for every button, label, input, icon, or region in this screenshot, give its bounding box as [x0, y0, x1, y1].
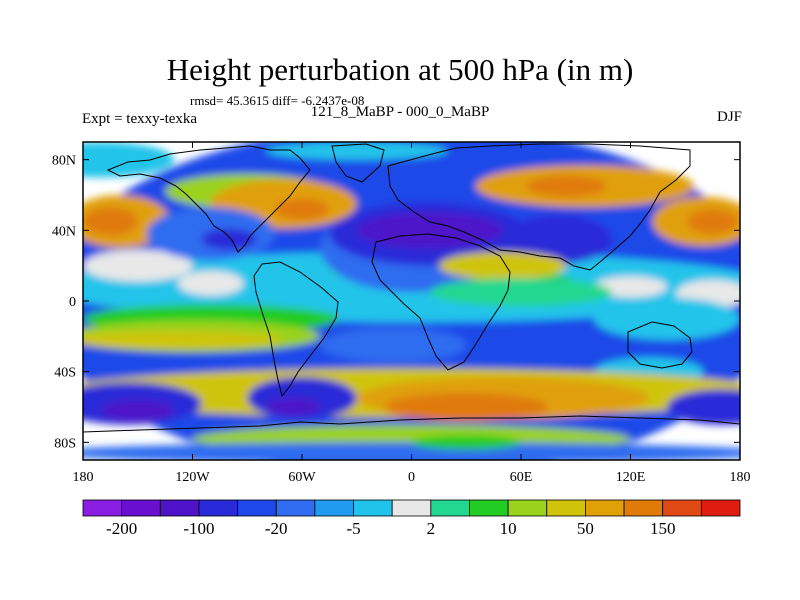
- x-tick-label: 120E: [616, 470, 646, 485]
- coastline-africa: [371, 233, 511, 371]
- x-tick-label: 120W: [175, 470, 210, 485]
- field-region: [83, 207, 138, 236]
- colorbar-label: 50: [577, 519, 594, 538]
- colorbar-swatch: [159, 499, 200, 517]
- colorbar-label: -200: [106, 519, 137, 538]
- field-region: [667, 389, 740, 425]
- colorbar-swatch: [82, 499, 123, 517]
- x-tick-label: 180: [73, 470, 94, 485]
- coastline-north-america: [106, 145, 311, 253]
- field-region: [502, 214, 613, 264]
- field-region: [274, 198, 330, 220]
- colorbar-swatch: [585, 499, 625, 517]
- field-region: [101, 399, 175, 422]
- x-tick-label: 0: [408, 470, 415, 485]
- y-tick-label: 80S: [54, 436, 76, 451]
- coastline-south-america: [253, 261, 339, 398]
- colorbar-label: -100: [183, 519, 214, 538]
- map-axes: 80N 40N 0 40S 80S 180 120W 60W 0 60E 120E 180: [52, 142, 751, 485]
- colorbar-swatch: [546, 499, 586, 517]
- field-region: [384, 392, 549, 422]
- season-label: DJF: [716, 109, 742, 125]
- y-tick-label: 0: [69, 295, 76, 310]
- field-region: [83, 331, 284, 349]
- colorbar: -200 -100 -20 -5 2 10 50 150: [82, 499, 741, 538]
- x-tick-label: 60E: [510, 470, 533, 485]
- y-tick-label: 80N: [52, 154, 76, 169]
- field-region: [438, 251, 567, 280]
- colorbar-swatch: [662, 499, 702, 517]
- experiment-label: Expt = texxy-texka: [82, 111, 198, 127]
- field-region: [687, 209, 739, 234]
- coastline-greenland: [331, 143, 385, 183]
- plot-title: Height perturbation at 500 hPa (in m): [166, 52, 634, 87]
- colorbar-swatch: [430, 499, 470, 517]
- colorbar-swatch: [237, 499, 277, 517]
- field-region: [526, 175, 607, 197]
- field-region: [83, 442, 740, 460]
- colorbar-label: -20: [265, 519, 288, 538]
- colorbar-swatch: [198, 499, 238, 517]
- colorbar-label: 150: [650, 519, 676, 538]
- field-region: [265, 398, 321, 416]
- x-tick-label: 180: [730, 470, 751, 485]
- colorbar-swatch: [469, 499, 509, 517]
- coastline-australia: [627, 321, 693, 369]
- colorbar-swatch: [275, 499, 316, 517]
- period-label: 121_8_MaBP - 000_0_MaBP: [310, 104, 490, 120]
- coastline-eurasia: [387, 143, 691, 271]
- colorbar-label: -5: [346, 519, 360, 538]
- coastline-antarctica: [83, 415, 740, 433]
- field-region: [411, 435, 521, 450]
- field-region: [83, 142, 175, 178]
- x-tick-label: 60W: [288, 470, 316, 485]
- colorbar-label: 10: [500, 519, 517, 538]
- field-region: [320, 327, 467, 363]
- y-tick-label: 40N: [52, 224, 76, 239]
- contour-field: [83, 142, 740, 460]
- y-tick-label: 40S: [54, 366, 76, 381]
- colorbar-swatch: [507, 499, 548, 517]
- colorbar-swatch: [623, 499, 664, 517]
- field-region: [594, 297, 740, 340]
- rmsd-diff-stats: rmsd= 45.3615 diff= -6.2437e-08: [190, 93, 365, 108]
- colorbar-swatch: [314, 499, 354, 517]
- colorbar-swatch: [353, 499, 393, 517]
- field-region: [265, 142, 448, 160]
- field-region: [83, 249, 193, 282]
- colorbar-swatch: [121, 499, 161, 517]
- colorbar-swatch: [391, 499, 432, 517]
- field-region: [177, 270, 244, 296]
- height-perturbation-map: 80N 40N 0 40S 80S 180 120W 60W 0 60E 120E 180: [52, 141, 751, 485]
- field-region: [429, 278, 613, 307]
- field-region: [356, 212, 503, 248]
- field-region: [201, 228, 257, 250]
- colorbar-swatch: [700, 499, 741, 517]
- coastlines: [83, 143, 740, 433]
- colorbar-label: 2: [427, 519, 436, 538]
